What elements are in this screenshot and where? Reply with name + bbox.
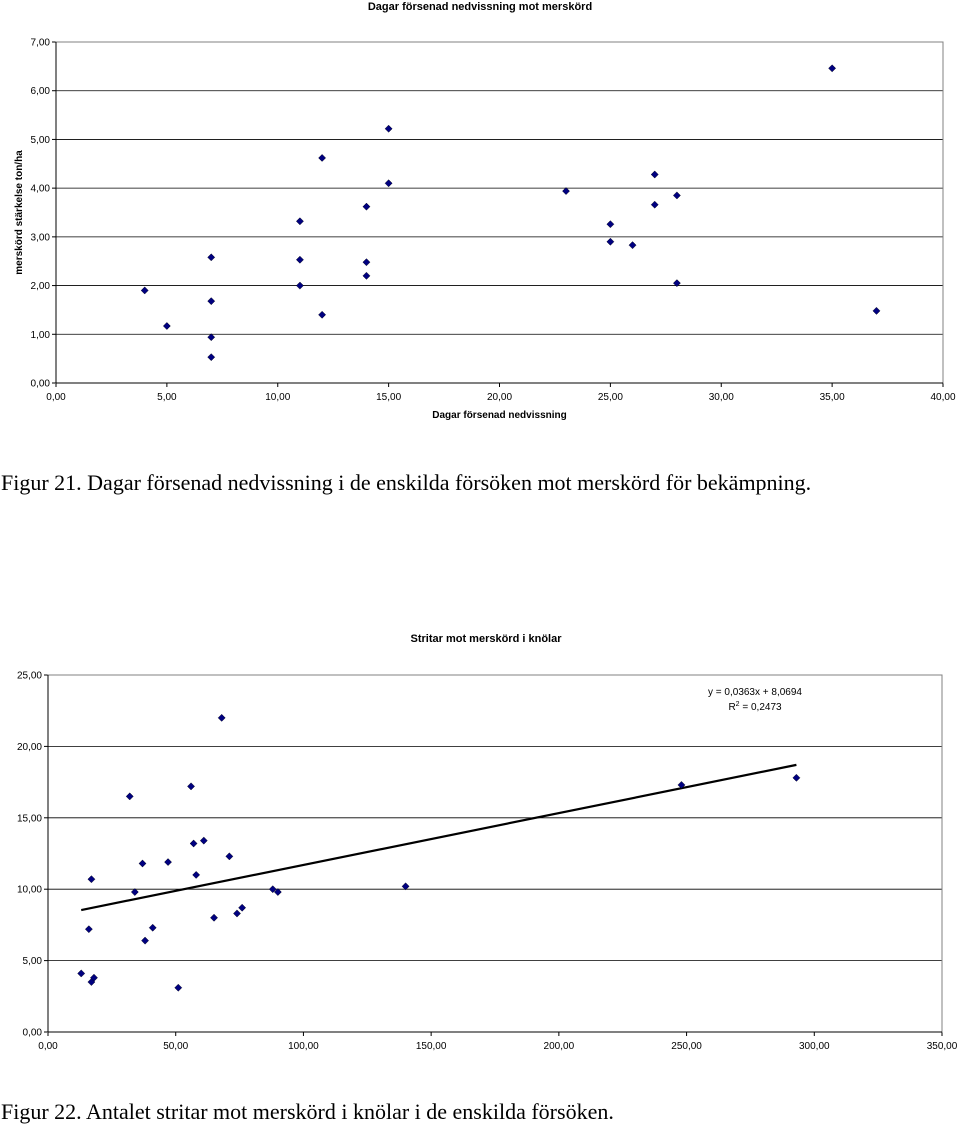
data-point	[792, 773, 801, 782]
data-point	[318, 310, 326, 319]
x-tick-label: 0,00	[38, 1041, 58, 1052]
data-point	[828, 64, 837, 73]
data-point	[384, 179, 393, 188]
y-tick-label: 10,00	[17, 885, 42, 896]
y-axis-label: merskörd stärkelse ton/ha	[14, 150, 25, 275]
x-axis-label: Dagar försenad nedvissning	[432, 410, 566, 421]
data-point	[217, 713, 226, 722]
data-point	[401, 882, 410, 891]
x-tick-label: 30,00	[709, 392, 734, 403]
x-tick-label: 150,00	[416, 1041, 447, 1052]
data-point	[130, 888, 139, 896]
data-point	[148, 923, 157, 932]
x-tick-label: 100,00	[288, 1041, 319, 1052]
data-point	[77, 969, 86, 978]
x-tick-label: 35,00	[820, 392, 845, 403]
chart-dagar-forsenad: Dagar försenad nedvissning mot merskörd 0…	[14, 1, 956, 421]
y-tick-label: 5,00	[31, 135, 51, 146]
data-point	[192, 871, 201, 879]
data-point	[562, 187, 570, 195]
trendline	[80, 763, 797, 912]
x-tick-label: 350,00	[927, 1041, 958, 1052]
data-point	[87, 875, 96, 884]
y-tick-label: 2,00	[31, 281, 51, 292]
trendline-equation: y = 0,0363x + 8,0694	[708, 687, 802, 698]
data-point	[207, 353, 216, 362]
data-point	[140, 286, 149, 295]
chart-title: Dagar försenad nedvissning mot merskörd	[368, 1, 592, 13]
y-tick-label: 6,00	[31, 86, 51, 97]
x-tick-label: 5,00	[157, 392, 177, 403]
data-point	[138, 859, 147, 868]
data-point	[207, 297, 216, 306]
data-point	[296, 281, 304, 290]
data-point	[268, 885, 277, 894]
y-tick-label: 7,00	[31, 38, 51, 49]
data-point	[606, 220, 615, 229]
data-point	[233, 909, 241, 918]
data-point	[210, 913, 218, 922]
data-point	[174, 983, 183, 992]
data-point	[362, 258, 371, 267]
data-point	[362, 271, 371, 280]
x-tick-label: 40,00	[930, 392, 955, 403]
data-point	[274, 888, 282, 896]
chart-title: Stritar mot merskörd i knölar	[411, 633, 563, 645]
data-point	[296, 255, 304, 264]
data-point	[362, 202, 371, 211]
x-tick-label: 50,00	[163, 1041, 188, 1052]
x-tick-label: 25,00	[598, 392, 623, 403]
x-tick-label: 300,00	[799, 1041, 830, 1052]
data-point	[673, 191, 681, 200]
y-tick-label: 4,00	[31, 184, 51, 195]
x-tick-label: 15,00	[376, 392, 401, 403]
data-point	[90, 973, 98, 982]
y-tick-label: 3,00	[31, 232, 51, 243]
data-point	[318, 154, 326, 162]
figure-21-caption: Figur 21. Dagar försenad nedvissning i d…	[1, 470, 812, 495]
data-point	[141, 936, 149, 945]
x-tick-label: 20,00	[487, 392, 512, 403]
data-point	[162, 322, 171, 330]
plot-area	[47, 674, 943, 1033]
data-point	[84, 925, 93, 934]
data-point	[199, 836, 208, 845]
data-point	[225, 852, 234, 861]
x-tick-label: 10,00	[265, 392, 290, 403]
data-point	[650, 170, 659, 179]
data-point	[189, 839, 198, 848]
data-point	[628, 241, 637, 250]
data-point	[650, 200, 659, 209]
y-tick-label: 5,00	[23, 956, 43, 967]
y-tick-label: 1,00	[31, 330, 51, 341]
data-point	[164, 858, 172, 866]
data-point	[207, 333, 216, 342]
data-point	[296, 217, 304, 226]
data-point	[872, 307, 881, 315]
y-tick-label: 25,00	[17, 671, 42, 682]
data-point	[384, 124, 393, 133]
figure-22-caption: Figur 22. Antalet stritar mot merskörd i…	[1, 1099, 614, 1124]
x-tick-label: 250,00	[671, 1041, 702, 1052]
data-point	[187, 782, 195, 791]
data-point	[125, 792, 134, 801]
data-point	[207, 253, 216, 262]
x-tick-label: 200,00	[544, 1041, 575, 1052]
y-tick-label: 15,00	[17, 813, 42, 824]
y-tick-label: 0,00	[31, 379, 51, 390]
data-point	[677, 781, 686, 789]
data-point	[606, 237, 615, 246]
data-point	[673, 279, 681, 288]
x-tick-label: 0,00	[46, 392, 66, 403]
y-tick-label: 20,00	[17, 742, 42, 753]
data-point	[238, 903, 247, 912]
trendline-r2: R2 = 0,2473	[728, 701, 782, 713]
y-tick-label: 0,00	[23, 1028, 43, 1039]
